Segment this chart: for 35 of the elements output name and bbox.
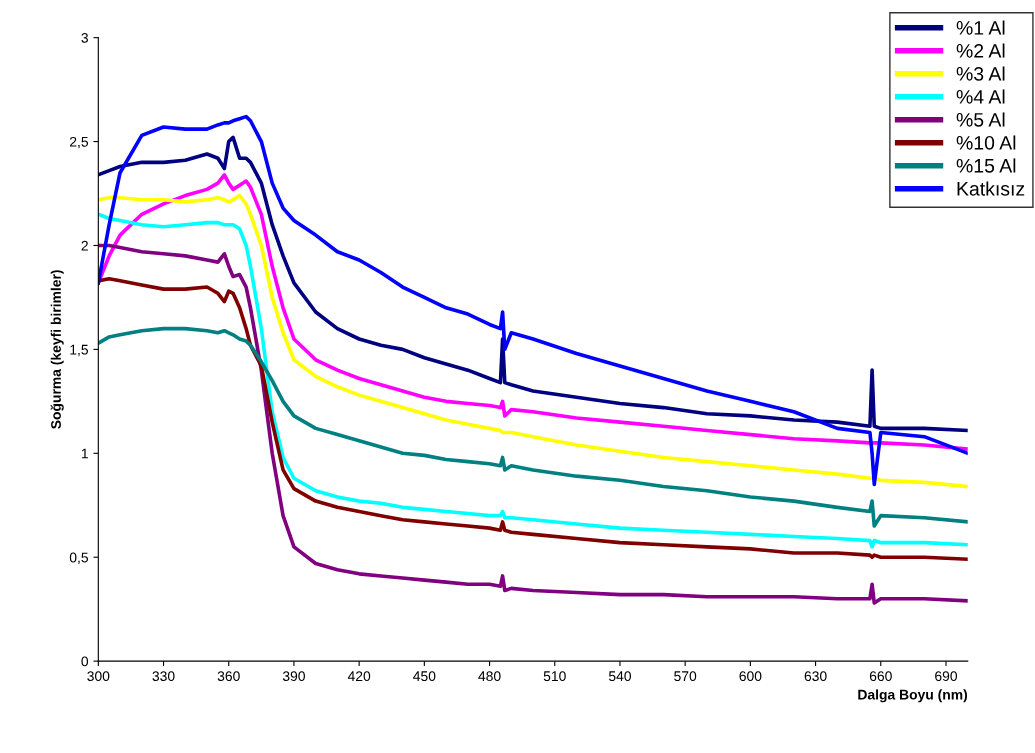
y-tick-label: 3: [81, 32, 88, 43]
x-tick-label: 330: [152, 671, 175, 682]
x-tick-label: 630: [804, 671, 827, 682]
x-tick-label: 570: [674, 671, 697, 682]
x-tick-label: 480: [478, 671, 501, 682]
legend-label: %2 Al: [956, 43, 1005, 58]
x-tick-label: 420: [347, 671, 371, 682]
line-series: [98, 276, 968, 562]
x-axis-title: Dalga Boyu (nm): [858, 689, 968, 703]
x-tick-label: 690: [935, 671, 958, 682]
y-tick-label: 2,5: [70, 136, 89, 149]
x-tick-label: 600: [739, 671, 762, 682]
legend-label: %15 Al: [956, 158, 1016, 173]
y-tick-label: 0,5: [69, 552, 89, 565]
y-tick-label: 1: [81, 448, 88, 459]
x-tick-label: 300: [87, 671, 110, 682]
line-series: [98, 243, 968, 605]
legend-label: Katkısız: [957, 181, 1025, 196]
legend-label: %10 Al: [956, 135, 1016, 150]
y-axis-title: Soğurma (keyfi birimler): [50, 270, 64, 429]
x-tick-label: 660: [869, 671, 892, 682]
x-tick-label: 450: [413, 671, 436, 682]
legend-label: %5 Al: [956, 112, 1005, 127]
legend-label: %3 Al: [956, 66, 1005, 81]
x-tick-label: 540: [608, 671, 632, 682]
legend-label: %4 Al: [956, 89, 1005, 104]
line-series: [98, 326, 968, 528]
x-tick-label: 390: [282, 671, 305, 682]
line-series: [98, 212, 968, 549]
x-tick-label: 360: [217, 671, 240, 682]
y-tick-label: 0: [81, 656, 89, 667]
y-tick-label: 2: [81, 240, 88, 251]
y-tick-label: 1,5: [70, 344, 89, 357]
legend-label: %1 Al: [956, 20, 1005, 35]
x-tick-label: 510: [543, 671, 566, 682]
